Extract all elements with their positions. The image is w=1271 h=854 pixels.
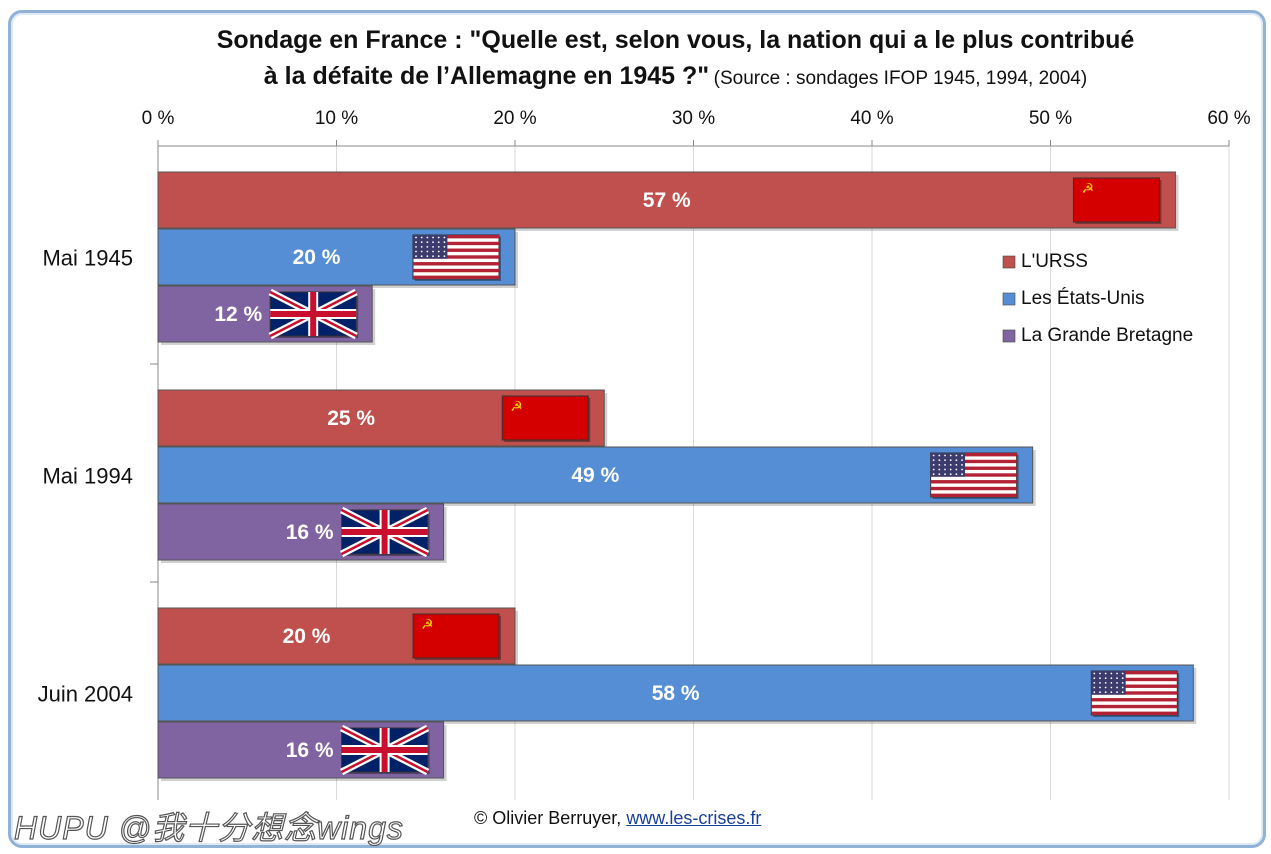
category-label: Mai 1994 [42,464,133,489]
credit-link[interactable]: www.les-crises.fr [626,808,762,828]
uk-flag [268,288,359,340]
data-label: 12 % [214,303,262,326]
chart-title-line2: à la défaite de l’Allemagne en 1945 ?" [263,62,710,90]
tick-label: 30 % [672,108,715,129]
tick-label: 0 % [142,108,175,129]
legend-label: L'URSS [1021,251,1088,272]
tick-label: 50 % [1029,108,1072,129]
svg-text:☭: ☭ [421,617,434,633]
ussr-flag: ☭ [412,613,501,660]
svg-text:☭: ☭ [510,399,523,415]
credit: © Olivier Berruyer, www.les-crises.fr [474,808,761,829]
credit-text: © Olivier Berruyer, [474,808,622,828]
data-label: 49 % [571,464,619,487]
tick-label: 20 % [493,108,536,129]
tick-labels: 0 % 10 % 20 % 30 % 40 % 50 % 60 % [142,108,1251,129]
category-label: Mai 1945 [42,246,133,271]
ussr-flag: ☭ [1072,177,1162,224]
chart-title-line2-row: à la défaite de l’Allemagne en 1945 ?" (… [0,62,1271,91]
tick-label: 60 % [1207,108,1250,129]
bar-ussr [157,171,1176,229]
data-label: 16 % [286,521,334,544]
data-label: 58 % [652,682,700,705]
tick-label: 40 % [850,108,893,129]
bars-layer: ☭ 57 % 20 % 12 % ☭ 25 % 49 % 16 % ☭ 20 % 58 % 16 % [157,171,1197,781]
data-label: 25 % [327,407,375,430]
usa-flag [412,234,501,281]
data-label: 20 % [293,246,341,269]
legend-swatch [1002,255,1016,269]
legend: L'URSS Les États-Unis La Grande Bretagne [1002,251,1193,346]
data-label: 16 % [286,739,334,762]
usa-flag [930,452,1019,499]
bar-usa [157,446,1034,504]
uk-flag [340,506,430,558]
legend-label: La Grande Bretagne [1021,325,1193,346]
chart-title-line1: Sondage en France : "Quelle est, selon v… [216,26,1135,54]
category-label: Juin 2004 [38,682,133,707]
category-labels: Mai 1945 Mai 1994 Juin 2004 [38,246,133,707]
data-label: 20 % [283,625,331,648]
data-label: 57 % [643,189,691,212]
watermark: HUPU @我十分想念wings [13,809,404,846]
bar-usa [157,664,1194,722]
legend-label: Les États-Unis [1021,288,1145,309]
legend-swatch [1002,292,1016,306]
svg-text:☭: ☭ [1081,181,1094,197]
legend-swatch [1002,329,1016,343]
chart-subtitle: (Source : sondages IFOP 1945, 1994, 2004… [713,68,1088,89]
tick-label: 10 % [315,108,358,129]
ussr-flag: ☭ [501,395,591,442]
usa-flag [1090,670,1180,717]
uk-flag [340,724,430,776]
